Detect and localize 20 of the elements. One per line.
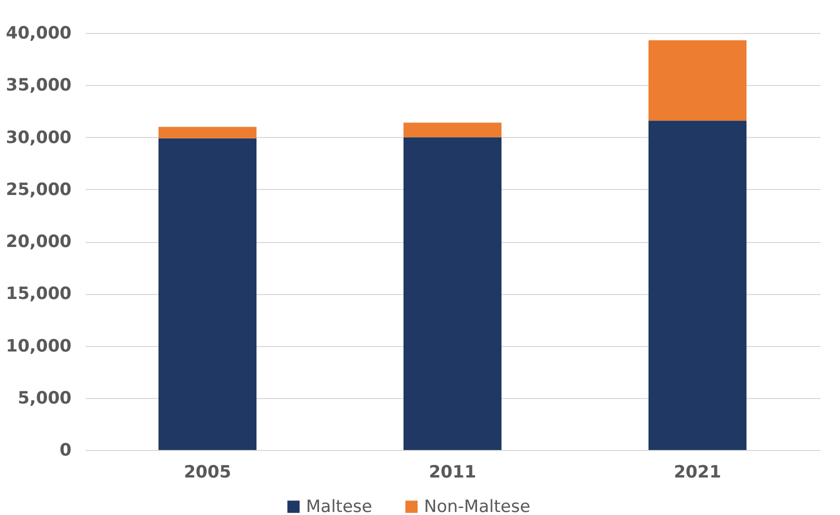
y-tick-label: 0 — [60, 440, 72, 460]
x-tick-label: 2011 — [428, 462, 476, 482]
y-tick-label: 25,000 — [6, 180, 72, 200]
bar — [158, 138, 256, 450]
bar — [404, 122, 502, 138]
y-tick-label: 35,000 — [6, 76, 72, 96]
y-tick-label: 30,000 — [6, 128, 72, 148]
bar — [648, 120, 746, 450]
y-tick-label: 15,000 — [6, 284, 72, 304]
y-tick-label: 40,000 — [6, 24, 72, 44]
bar — [404, 137, 502, 450]
x-tick-label: 2021 — [674, 462, 722, 482]
bar — [648, 40, 746, 121]
y-tick-label: 5,000 — [18, 388, 72, 408]
legend-label: Maltese — [306, 496, 372, 515]
y-tick-label: 20,000 — [6, 232, 72, 252]
bar — [158, 126, 256, 138]
x-tick-label: 2005 — [184, 462, 232, 482]
y-tick-label: 10,000 — [6, 336, 72, 356]
legend-label: Non-Maltese — [424, 496, 530, 515]
